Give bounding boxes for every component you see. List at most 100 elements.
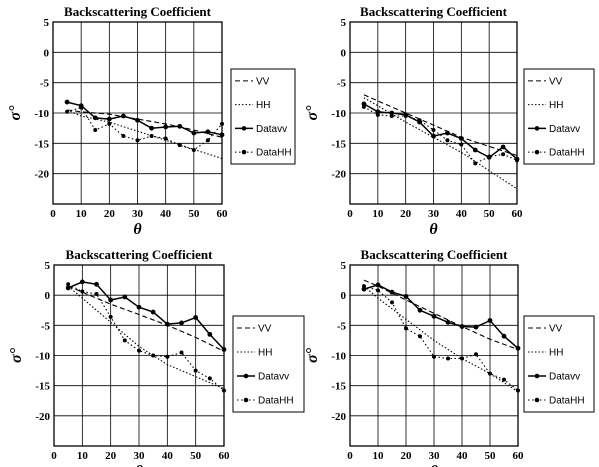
y-tick-label: -20: [34, 169, 49, 181]
data-point-datahh: [516, 388, 520, 393]
data-point-datavv: [94, 281, 99, 287]
data-point-datavv: [403, 293, 409, 299]
plot-frame: [53, 264, 225, 447]
y-tick-label: -20: [331, 411, 346, 423]
series-line-hh: [67, 285, 225, 390]
data-point-datavv: [389, 289, 395, 295]
y-tick-label: 0: [44, 47, 50, 59]
chart-title: Backscattering Coefficient: [361, 247, 509, 262]
data-point-datavv: [150, 309, 156, 315]
data-point-datahh: [149, 134, 154, 139]
data-point-datahh: [460, 356, 464, 361]
data-point-datavv: [500, 144, 506, 150]
data-point-datavv: [65, 285, 71, 291]
series-line-hh: [363, 285, 519, 393]
legend-marker: [243, 373, 249, 379]
data-point-datavv: [431, 313, 437, 319]
legend-label: Datavv: [549, 124, 580, 135]
data-point-datahh: [193, 368, 198, 373]
data-point-datahh: [108, 314, 113, 319]
series-line-vv: [67, 109, 223, 138]
y-tick-label: -5: [337, 78, 347, 90]
legend-label: DataHH: [549, 396, 585, 407]
data-point-datavv: [431, 133, 436, 139]
data-point-datahh: [191, 148, 196, 153]
data-point-datavv: [92, 115, 98, 121]
data-point-datavv: [515, 345, 521, 351]
series-line-datahh: [67, 283, 225, 391]
data-point-datavv: [179, 320, 184, 326]
x-tick-label: 10: [76, 208, 88, 220]
data-point-datahh: [135, 138, 140, 143]
y-tick-label: 0: [341, 290, 347, 302]
data-point-datahh: [107, 121, 112, 126]
x-tick-label: 20: [401, 450, 413, 462]
x-tick-label: 40: [160, 208, 172, 220]
data-point-datahh: [362, 284, 366, 289]
data-point-datahh: [79, 105, 84, 110]
y-tick-label: -15: [331, 381, 346, 393]
x-tick-label: 40: [162, 450, 174, 462]
data-point-datavv: [361, 286, 367, 292]
legend-marker: [534, 126, 540, 131]
series-line-datahh: [66, 106, 223, 151]
data-point-datavv: [191, 130, 197, 136]
data-point-datahh: [404, 326, 408, 331]
y-axis-label: σ°: [8, 347, 25, 363]
data-point-datavv: [136, 304, 142, 310]
x-tick-label: 40: [456, 208, 468, 220]
data-point-datavv: [207, 331, 213, 337]
data-point-datahh: [488, 371, 492, 376]
series-line-datahh: [363, 106, 518, 165]
legend-label: Datavv: [549, 372, 580, 383]
legend-marker: [534, 149, 540, 155]
y-axis-label: σ°: [7, 105, 24, 121]
legend: VV HH Datavv DataHH: [523, 68, 595, 165]
series-line-datavv: [67, 281, 225, 351]
y-tick-label: 5: [341, 17, 347, 29]
data-point-datavv: [458, 136, 464, 141]
data-point-datahh: [94, 291, 99, 296]
data-point-datavv: [149, 125, 154, 131]
y-tick-label: -20: [35, 411, 50, 423]
data-point-datahh: [459, 142, 464, 147]
x-tick-label: 10: [372, 208, 384, 220]
data-point-datavv: [445, 130, 450, 136]
data-point-datahh: [121, 134, 126, 139]
data-point-datahh: [375, 112, 380, 117]
y-tick-label: -10: [35, 351, 50, 363]
legend: VV HH Datavv DataHH: [230, 68, 296, 165]
data-point-datavv: [389, 110, 395, 116]
data-point-datahh: [93, 127, 98, 132]
data-point-datavv: [164, 321, 170, 327]
y-tick-label: -10: [331, 108, 346, 120]
legend-marker: [243, 397, 249, 403]
plot-frame: [349, 21, 518, 205]
series-line-vv: [67, 285, 225, 352]
data-point-datavv: [459, 324, 465, 329]
data-point-datahh: [474, 352, 478, 357]
legend-marker: [241, 126, 247, 131]
x-tick-label: 30: [428, 208, 440, 220]
data-point-datahh: [65, 109, 70, 114]
data-point-datahh: [417, 118, 422, 123]
series-line-datahh: [363, 285, 519, 391]
data-point-datahh: [473, 161, 478, 166]
data-point-datavv: [108, 297, 114, 303]
x-tick-label: 50: [485, 450, 497, 462]
data-point-datahh: [207, 376, 212, 381]
x-tick-label: 0: [50, 208, 56, 220]
x-tick-label: 20: [105, 450, 117, 462]
x-tick-label: 10: [77, 450, 89, 462]
data-point-datahh: [376, 288, 380, 293]
data-point-datavv: [487, 318, 493, 323]
legend-label: DataHH: [258, 396, 294, 407]
data-point-datavv: [219, 132, 225, 138]
data-point-datahh: [501, 152, 506, 157]
data-point-datahh: [122, 338, 127, 343]
legend-box: [232, 315, 305, 413]
data-point-datahh: [487, 154, 492, 159]
data-point-datahh: [179, 350, 184, 355]
data-point-datahh: [163, 136, 168, 141]
